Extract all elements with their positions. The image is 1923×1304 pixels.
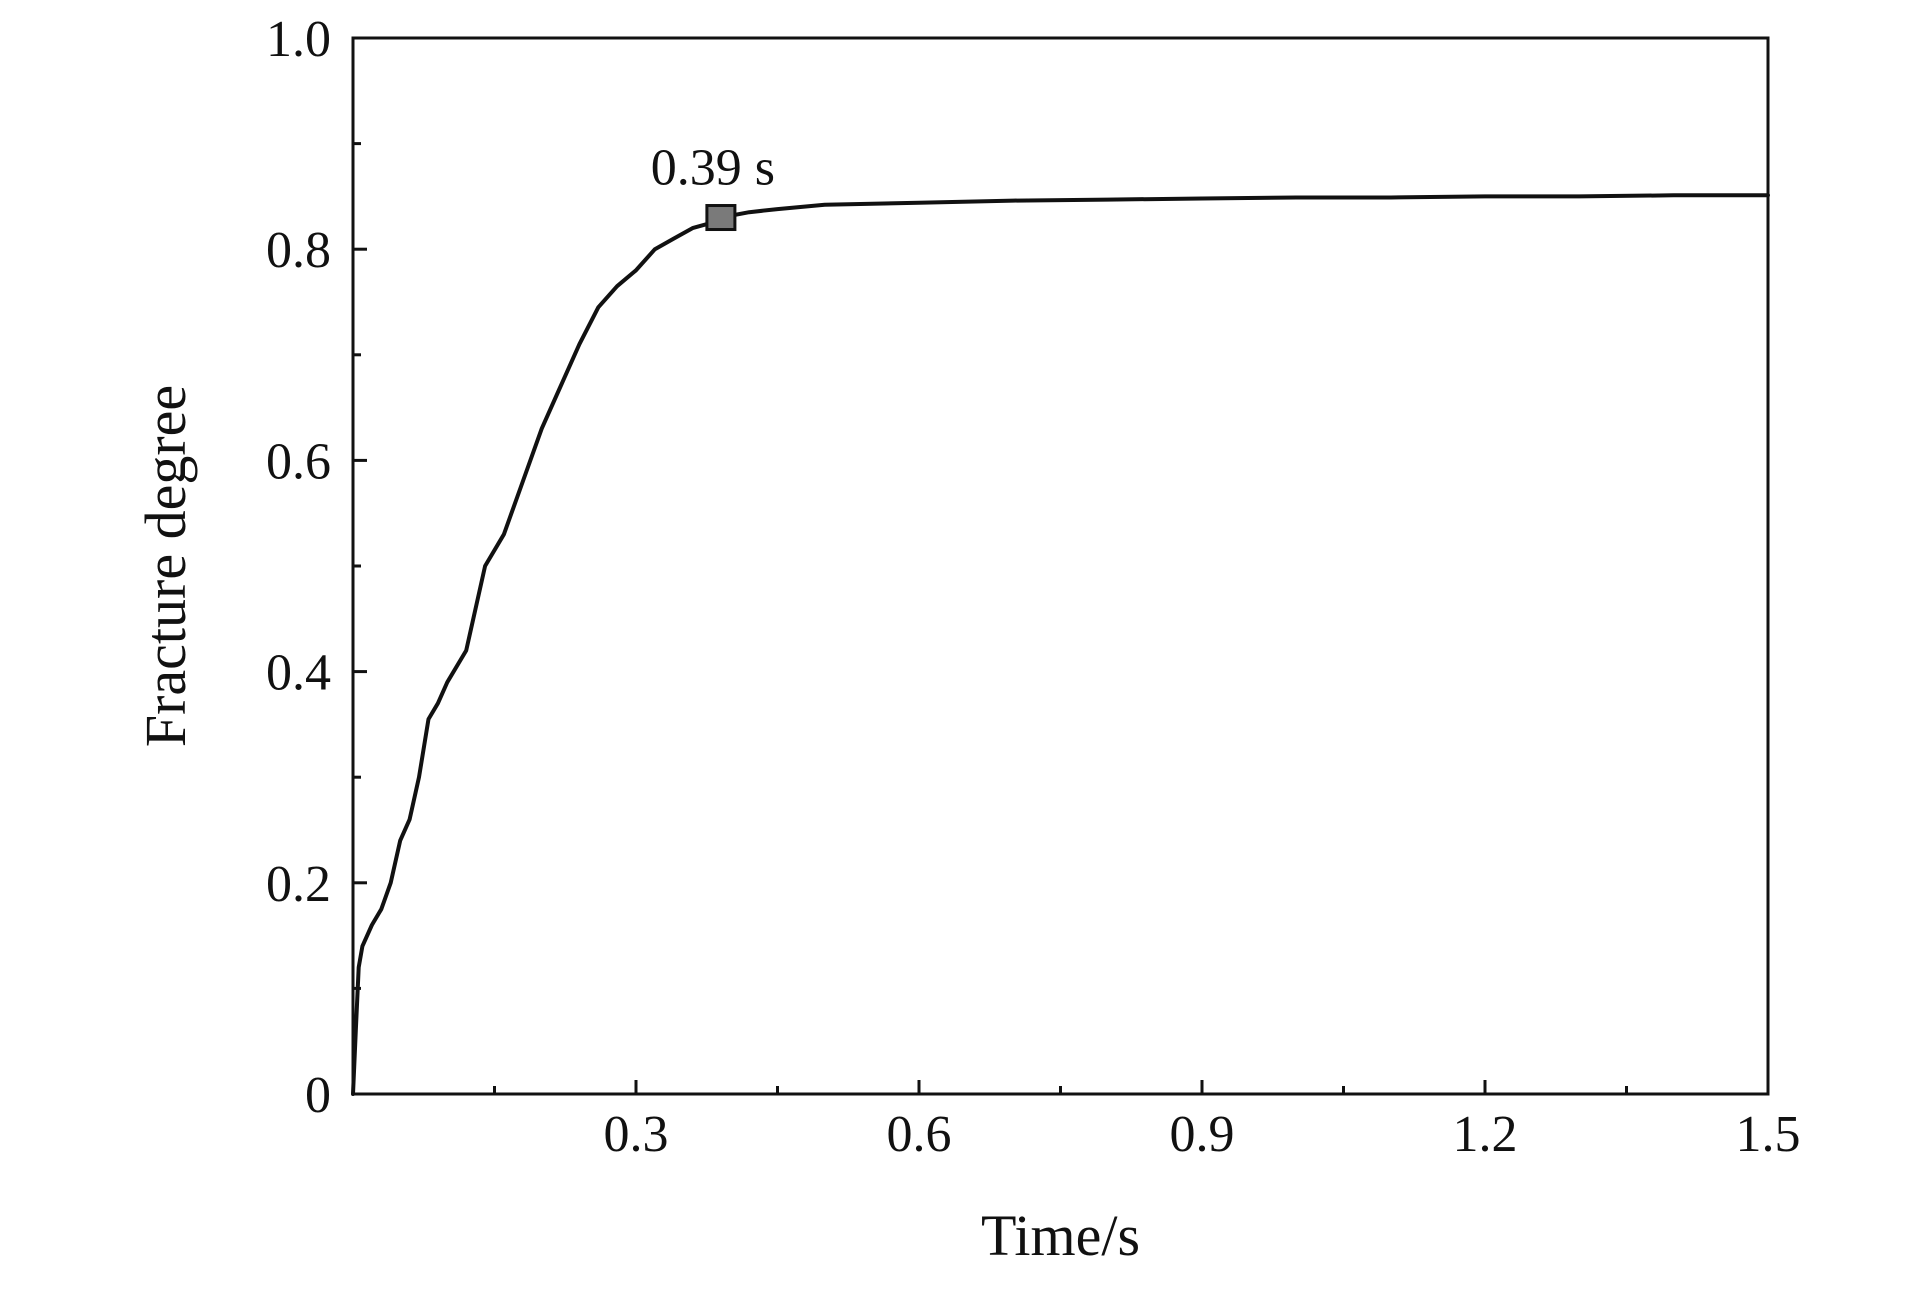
x-tick-label: 0.6 <box>887 1106 952 1163</box>
y-tick-label: 0.4 <box>266 645 331 702</box>
x-tick-label: 1.2 <box>1453 1106 1518 1163</box>
x-axis-ticks: 0.3 0.6 0.9 1.2 1.5 <box>493 1080 1801 1163</box>
series-line <box>351 193 1770 1096</box>
x-axis-label: Time/s <box>981 1203 1140 1268</box>
series-layer <box>351 193 1770 1096</box>
annotation-layer: 0.39 s <box>651 140 775 232</box>
x-tick-label: 1.5 <box>1736 1106 1801 1163</box>
y-tick-label: 0.6 <box>266 433 331 490</box>
y-tick-label: 0 <box>305 1067 331 1124</box>
y-tick-label: 1.0 <box>266 11 331 68</box>
y-tick-label: 0.8 <box>266 222 331 279</box>
annotation-label: 0.39 s <box>651 140 775 197</box>
y-axis-label: Fracture degree <box>133 385 198 747</box>
annotation-marker <box>705 204 737 232</box>
x-tick-label: 0.3 <box>604 1106 669 1163</box>
y-tick-label: 0.2 <box>266 856 331 913</box>
y-axis-ticks: 0 0.2 0.4 0.6 0.8 1.0 <box>266 11 367 1124</box>
x-tick-label: 0.9 <box>1170 1106 1235 1163</box>
